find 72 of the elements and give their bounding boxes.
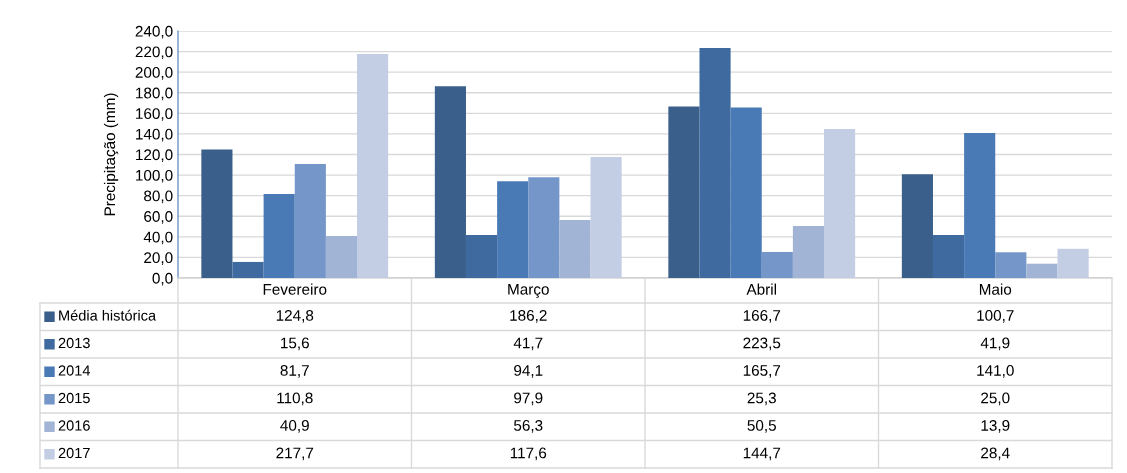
legend-label: 2016	[58, 420, 90, 431]
data-label: 41,9	[980, 337, 1010, 351]
y-tick-label: 240,0	[135, 25, 173, 39]
bar	[294, 163, 326, 278]
legend-label: Média histórica	[59, 309, 157, 321]
y-tick-label: 160,0	[136, 108, 173, 121]
bar	[761, 251, 793, 278]
y-tick-label: 40,0	[143, 231, 173, 245]
legend-label: 2013	[58, 337, 90, 349]
bar	[497, 181, 529, 278]
x-tick-label: Abril	[746, 283, 777, 295]
y-tick-label: 20,0	[144, 252, 173, 265]
data-label: 223,5	[743, 337, 781, 351]
bar	[263, 193, 295, 278]
data-label: 28,4	[981, 447, 1010, 461]
bar	[590, 156, 622, 278]
bar	[1057, 248, 1089, 278]
data-label: 25,3	[747, 392, 776, 406]
x-tick-label: Fevereiro	[263, 283, 327, 295]
data-label: 15,6	[281, 337, 309, 351]
data-label: 25,0	[981, 392, 1010, 406]
data-label: 141,0	[977, 365, 1014, 378]
y-tick-label: 100,0	[136, 169, 173, 183]
y-tick-label: 80,0	[144, 190, 173, 204]
data-label: 41,7	[513, 337, 543, 351]
y-tick-label: 220,0	[135, 46, 173, 60]
bar	[699, 47, 731, 278]
data-label: 40,9	[280, 420, 309, 433]
data-label: 165,7	[743, 365, 781, 378]
data-label: 124,8	[276, 310, 314, 323]
bar	[932, 234, 965, 278]
bar	[465, 235, 498, 278]
bar	[325, 235, 358, 278]
bar	[901, 174, 933, 278]
data-label: 117,6	[510, 447, 547, 461]
data-label: 186,2	[510, 310, 547, 323]
bar	[1026, 263, 1058, 278]
data-label: 144,7	[743, 447, 781, 461]
y-tick-label: 200,0	[135, 67, 173, 80]
x-tick-label: Maio	[979, 283, 1012, 295]
y-tick-label: 140,0	[136, 128, 173, 142]
data-label: 97,9	[514, 392, 543, 406]
legend-label: 2017	[58, 447, 90, 459]
bar	[995, 252, 1027, 278]
data-label: 81,7	[280, 365, 309, 378]
y-axis-title: Precipitação (mm)	[103, 93, 119, 216]
data-label: 56,3	[514, 420, 543, 433]
bar	[964, 132, 996, 278]
bar	[824, 129, 856, 278]
x-tick-label: Março	[508, 284, 549, 298]
y-tick-label: 60,0	[144, 211, 173, 224]
data-label: 100,7	[977, 310, 1014, 323]
bar	[232, 261, 264, 278]
bar	[201, 149, 233, 278]
legend-label: 2014	[58, 365, 91, 376]
data-label: 50,5	[747, 420, 776, 433]
bar	[357, 53, 389, 278]
bar	[730, 107, 762, 278]
data-label: 166,7	[743, 310, 781, 323]
data-label: 217,7	[276, 447, 314, 461]
bar	[792, 226, 825, 278]
data-label: 13,9	[981, 420, 1010, 433]
bar	[528, 177, 560, 278]
y-tick-label: 120,0	[136, 149, 173, 162]
y-tick-label: 180,0	[136, 87, 173, 101]
legend-label: 2015	[58, 392, 90, 404]
bar	[668, 106, 700, 278]
data-label: 110,8	[277, 392, 313, 406]
data-label: 94,1	[514, 365, 543, 378]
bar	[434, 86, 466, 278]
y-tick-label: 0,0	[152, 272, 173, 286]
bar	[559, 220, 591, 278]
